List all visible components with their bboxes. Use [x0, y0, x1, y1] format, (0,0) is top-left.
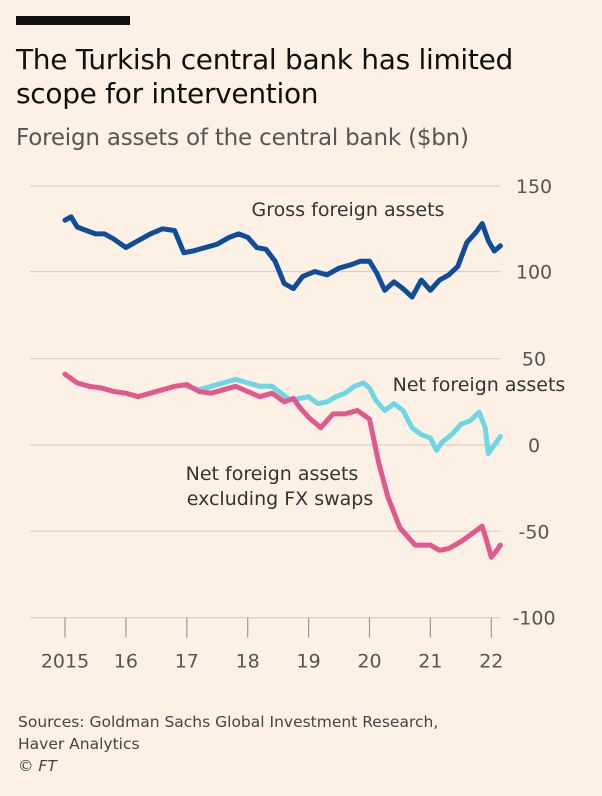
chart-subtitle: Foreign assets of the central bank ($bn): [16, 125, 469, 151]
x-tick-label: 21: [418, 651, 442, 673]
sources-line2: Haver Analytics: [18, 735, 140, 753]
y-tick-labels: 100 150 -100 -50 0 50: [512, 176, 555, 630]
series-line: [184, 376, 503, 457]
x-tick-label: 19: [297, 651, 321, 673]
top-accent-bar: [16, 16, 130, 25]
net-ex-annotation-line1: Net foreign assets: [186, 463, 359, 485]
gross-annotation: Gross foreign assets: [252, 199, 445, 221]
copyright: © FT: [18, 757, 57, 775]
bottom-y-tick-label: -100: [512, 608, 555, 630]
sources: Sources: Goldman Sachs Global Investment…: [18, 711, 438, 777]
x-tick-label: 20: [357, 651, 381, 673]
chart-title: The Turkish central bank has limited sco…: [16, 43, 513, 110]
x-tick-label: 2015: [41, 651, 89, 673]
bottom-y-tick-label: 50: [522, 349, 546, 371]
net-ex-annotation-line2: excluding FX swaps: [187, 488, 374, 510]
sources-line1: Sources: Goldman Sachs Global Investment…: [18, 713, 439, 731]
grid-lines: [30, 185, 500, 619]
series-line: [62, 214, 503, 300]
bottom-y-tick-label: 0: [528, 435, 540, 457]
chart-svg: 100 150 -100 -50 0 50 2015 16 17 18 19 20 21 22 Gros…: [30, 176, 566, 673]
top-y-tick-label: 100: [516, 262, 552, 284]
x-tick-label: 22: [479, 651, 503, 673]
x-tick-label: 17: [175, 651, 199, 673]
bottom-y-tick-label: -50: [518, 521, 549, 543]
x-tick-label: 18: [236, 651, 260, 673]
top-y-tick-label: 150: [516, 176, 552, 198]
x-tick-label: 16: [114, 651, 138, 673]
x-axis: 2015 16 17 18 19 20 21 22: [41, 617, 503, 673]
series-lines: [62, 214, 503, 560]
net-annotation: Net foreign assets: [393, 374, 566, 396]
series-line: [62, 371, 503, 560]
